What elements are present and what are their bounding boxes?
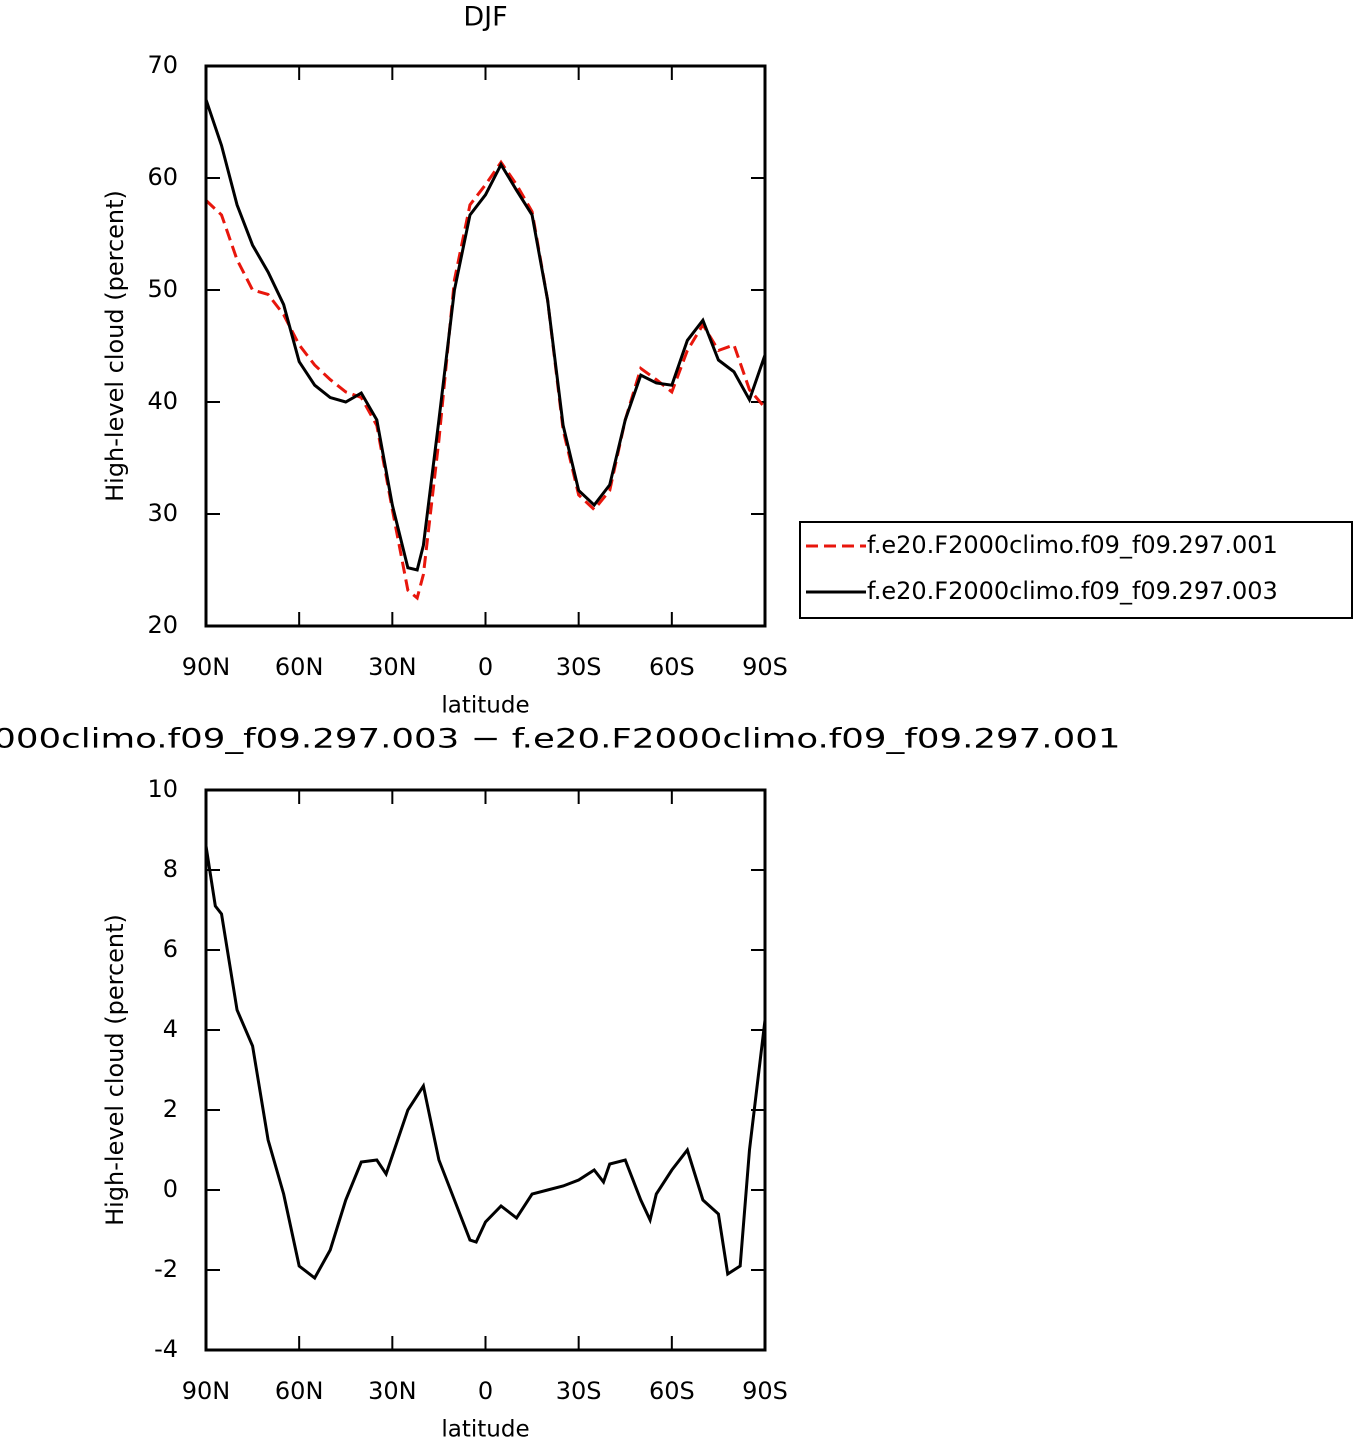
y-axis-label: High-level cloud (percent)	[101, 914, 129, 1226]
legend-label: f.e20.F2000climo.f09_f09.297.003	[867, 577, 1278, 605]
y-tick-label: -2	[154, 1255, 178, 1283]
y-tick-label: 6	[163, 935, 178, 963]
x-tick-label: 30S	[556, 1377, 602, 1405]
plot-frame	[204, 788, 767, 1352]
x-tick-label: 90N	[182, 653, 231, 681]
x-tick-label: 0	[478, 1377, 493, 1405]
x-tick-label: 30N	[368, 653, 417, 681]
y-tick-label: 70	[147, 51, 178, 79]
y-tick-label: 40	[147, 387, 178, 415]
x-tick-label: 90S	[742, 653, 788, 681]
data-line	[206, 99, 765, 572]
x-tick-label: 60S	[649, 1377, 695, 1405]
y-tick-label: -4	[154, 1335, 178, 1363]
y-tick-label: 20	[147, 611, 178, 639]
plot-frame	[204, 64, 767, 628]
y-tick-label: 30	[147, 499, 178, 527]
x-tick-label: 60N	[275, 653, 324, 681]
x-tick-label: 60S	[649, 653, 695, 681]
y-axis-label: High-level cloud (percent)	[101, 190, 129, 502]
x-tick-label: 90S	[742, 1377, 788, 1405]
legend-label: f.e20.F2000climo.f09_f09.297.001	[867, 531, 1278, 559]
x-axis-label: latitude	[441, 693, 529, 719]
y-tick-label: 50	[147, 275, 178, 303]
x-tick-label: 60N	[275, 1377, 324, 1405]
x-tick-label: 30S	[556, 653, 602, 681]
y-tick-label: 8	[163, 855, 178, 883]
x-tick-label: 0	[478, 653, 493, 681]
y-tick-label: 2	[163, 1095, 178, 1123]
legend-box	[799, 521, 1353, 619]
y-tick-label: 10	[147, 775, 178, 803]
x-tick-label: 30N	[368, 1377, 417, 1405]
data-line	[206, 159, 765, 601]
chart-title: f.e20.F2000climo.f09_f09.297.003 − f.e20…	[0, 724, 1121, 755]
x-tick-label: 90N	[182, 1377, 231, 1405]
chart-title: DJF	[463, 2, 507, 33]
data-line	[206, 845, 765, 1281]
y-tick-label: 60	[147, 163, 178, 191]
x-axis-label: latitude	[441, 1417, 529, 1443]
y-tick-label: 4	[163, 1015, 178, 1043]
y-tick-label: 0	[163, 1175, 178, 1203]
